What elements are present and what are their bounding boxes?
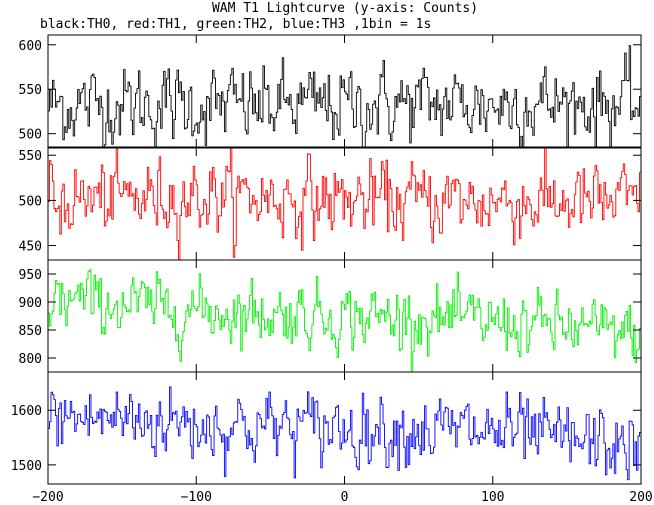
chart-title: WAM T1 Lightcurve (y-axis: Counts): [212, 1, 478, 16]
series-line-th2: [48, 269, 641, 372]
y-tick-label: 500: [19, 194, 42, 209]
y-tick-label: 1500: [11, 459, 42, 474]
panel-th3: 1500 1600: [11, 371, 642, 485]
y-tick-label: 850: [19, 324, 42, 339]
x-tick-label: 200: [629, 490, 652, 505]
x-tick-label: 0: [341, 490, 349, 505]
x-tick-label: −200: [32, 490, 63, 505]
y-tick-label: 800: [19, 352, 42, 367]
y-tick-label: 950: [19, 268, 42, 283]
y-tick-label: 550: [19, 149, 42, 164]
y-tick-label: 1600: [11, 404, 42, 419]
panel-frame: [47, 259, 642, 373]
y-tick-label: 900: [19, 296, 42, 311]
series-line-th1: [48, 148, 641, 260]
panel-th1: 450 500 550: [19, 147, 642, 261]
x-axis: −200 −100 0 100 200: [32, 490, 652, 505]
panel-th2: 800 850 900 950: [19, 259, 642, 373]
panels-group: 500 550 600 450 500 550 800 850 900 950 1500 1600: [11, 34, 642, 485]
panel-th0: 500 550 600: [19, 34, 642, 148]
chart-subtitle: black:TH0, red:TH1, green:TH2, blue:TH3 …: [40, 17, 431, 32]
series-line-th3: [48, 386, 641, 481]
y-tick-label: 550: [19, 83, 42, 98]
x-tick-label: −100: [181, 490, 212, 505]
y-tick-label: 600: [19, 39, 42, 54]
series-line-th0: [48, 45, 641, 147]
y-tick-label: 450: [19, 240, 42, 255]
y-tick-label: 500: [19, 128, 42, 143]
x-tick-label: 100: [481, 490, 504, 505]
